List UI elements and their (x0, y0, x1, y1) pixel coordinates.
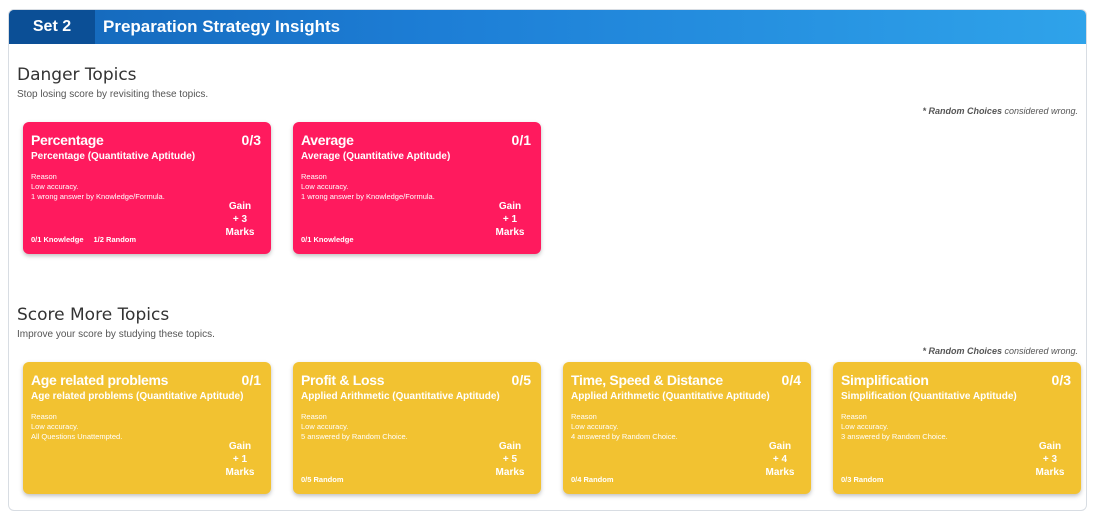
reason-line: 3 answered by Random Choice. (841, 432, 948, 441)
card-title: Simplification (841, 372, 929, 388)
note-text: considered wrong. (1001, 346, 1078, 356)
note-bold: * Random Choices (922, 106, 1002, 116)
gain-value: + 1 (502, 214, 518, 225)
gain-label: Gain (498, 441, 522, 452)
card-subtitle: Simplification (Quantitative Aptitude) (841, 391, 1017, 402)
card-reason: Reason Low accuracy. All Questions Unatt… (31, 412, 122, 442)
reason-line: Low accuracy. (31, 182, 79, 191)
card-gain: Gain + 3 Marks (220, 200, 260, 239)
card-gain: Gain + 4 Marks (760, 440, 800, 479)
card-reason: Reason Low accuracy. 4 answered by Rando… (571, 412, 678, 442)
card-gain: Gain + 1 Marks (490, 200, 530, 239)
gain-value: + 3 (1042, 454, 1058, 465)
card-title: Percentage (31, 132, 104, 148)
reason-line: 1 wrong answer by Knowledge/Formula. (301, 192, 435, 201)
reason-line: All Questions Unattempted. (31, 432, 123, 441)
card-footer: 0/3 Random (841, 475, 894, 484)
card-score: 0/1 (241, 372, 261, 388)
set-tab[interactable]: Set 2 (9, 10, 95, 44)
reason-label: Reason (841, 412, 867, 421)
reason-line: Low accuracy. (301, 182, 349, 191)
panel-header: Set 2 Preparation Strategy Insights (9, 10, 1086, 44)
card-subtitle: Applied Arithmetic (Quantitative Aptitud… (571, 391, 770, 402)
note-bold: * Random Choices (922, 346, 1002, 356)
gain-unit: Marks (495, 467, 525, 478)
card-title: Profit & Loss (301, 372, 385, 388)
reason-line: 1 wrong answer by Knowledge/Formula. (31, 192, 165, 201)
gain-value: + 3 (232, 214, 248, 225)
card-footer (31, 475, 41, 484)
card-score: 0/4 (781, 372, 801, 388)
reason-label: Reason (31, 172, 57, 181)
danger-section-subtitle: Stop losing score by revisiting these to… (17, 89, 209, 100)
footer-stat: 0/3 Random (841, 475, 884, 484)
card-title: Time, Speed & Distance (571, 372, 723, 388)
danger-section-title: Danger Topics (17, 65, 137, 85)
card-footer: 0/5 Random (301, 475, 354, 484)
footer-stat: 0/1 Knowledge (31, 235, 84, 244)
reason-label: Reason (31, 412, 57, 421)
reason-line: Low accuracy. (571, 422, 619, 431)
card-title: Average (301, 132, 354, 148)
gain-label: Gain (498, 201, 522, 212)
topic-card-age-related-problems[interactable]: Age related problems 0/1 Age related pro… (23, 362, 271, 494)
reason-line: Low accuracy. (31, 422, 79, 431)
card-subtitle: Average (Quantitative Aptitude) (301, 151, 451, 162)
card-subtitle: Percentage (Quantitative Aptitude) (31, 151, 196, 162)
card-gain: Gain + 5 Marks (490, 440, 530, 479)
panel-title: Preparation Strategy Insights (103, 17, 341, 36)
card-score: 0/5 (511, 372, 531, 388)
card-title: Age related problems (31, 372, 169, 388)
card-subtitle: Applied Arithmetic (Quantitative Aptitud… (301, 391, 500, 402)
card-footer: 0/1 Knowledge (301, 235, 374, 244)
gain-unit: Marks (1035, 467, 1065, 478)
topic-card-average[interactable]: Average 0/1 Average (Quantitative Aptitu… (293, 122, 541, 254)
score-more-random-note: * Random Choices considered wrong. (922, 346, 1078, 356)
footer-stat: 0/1 Knowledge (301, 235, 354, 244)
score-more-section-title: Score More Topics (17, 305, 170, 325)
danger-random-note: * Random Choices considered wrong. (922, 106, 1078, 116)
card-gain: Gain + 3 Marks (1030, 440, 1070, 479)
card-score: 0/3 (241, 132, 261, 148)
reason-line: Low accuracy. (841, 422, 889, 431)
gain-unit: Marks (765, 467, 795, 478)
footer-stat: 0/5 Random (301, 475, 344, 484)
topic-card-percentage[interactable]: Percentage 0/3 Percentage (Quantitative … (23, 122, 271, 254)
gain-label: Gain (1038, 441, 1062, 452)
reason-line: Low accuracy. (301, 422, 349, 431)
card-subtitle: Age related problems (Quantitative Aptit… (31, 391, 244, 402)
gain-value: + 5 (502, 454, 518, 465)
footer-stat: 0/4 Random (571, 475, 614, 484)
reason-line: 4 answered by Random Choice. (571, 432, 678, 441)
card-score: 0/3 (1051, 372, 1071, 388)
topic-card-simplification[interactable]: Simplification 0/3 Simplification (Quant… (833, 362, 1081, 494)
card-reason: Reason Low accuracy. 1 wrong answer by K… (301, 172, 435, 202)
gain-value: + 1 (232, 454, 248, 465)
footer-stat: 1/2 Random (93, 235, 137, 244)
insights-panel: Set 2 Preparation Strategy Insights Dang… (8, 9, 1087, 511)
card-reason: Reason Low accuracy. 1 wrong answer by K… (31, 172, 165, 202)
gain-value: + 4 (772, 454, 788, 465)
reason-label: Reason (301, 412, 327, 421)
card-gain: Gain + 1 Marks (220, 440, 260, 479)
card-footer: 0/4 Random (571, 475, 624, 484)
card-reason: Reason Low accuracy. 5 answered by Rando… (301, 412, 408, 442)
gain-unit: Marks (225, 467, 255, 478)
gain-label: Gain (228, 441, 252, 452)
reason-label: Reason (571, 412, 597, 421)
topic-card-profit-loss[interactable]: Profit & Loss 0/5 Applied Arithmetic (Qu… (293, 362, 541, 494)
gain-label: Gain (768, 441, 792, 452)
note-text: considered wrong. (1001, 106, 1078, 116)
card-score: 0/1 (511, 132, 531, 148)
topic-card-time-speed-distance[interactable]: Time, Speed & Distance 0/4 Applied Arith… (563, 362, 811, 494)
gain-unit: Marks (495, 227, 525, 238)
card-reason: Reason Low accuracy. 3 answered by Rando… (841, 412, 948, 442)
reason-label: Reason (301, 172, 327, 181)
score-more-section-subtitle: Improve your score by studying these top… (17, 329, 215, 340)
reason-line: 5 answered by Random Choice. (301, 432, 408, 441)
gain-unit: Marks (225, 227, 255, 238)
card-footer: 0/1 Knowledge 1/2 Random (31, 235, 146, 244)
gain-label: Gain (228, 201, 252, 212)
